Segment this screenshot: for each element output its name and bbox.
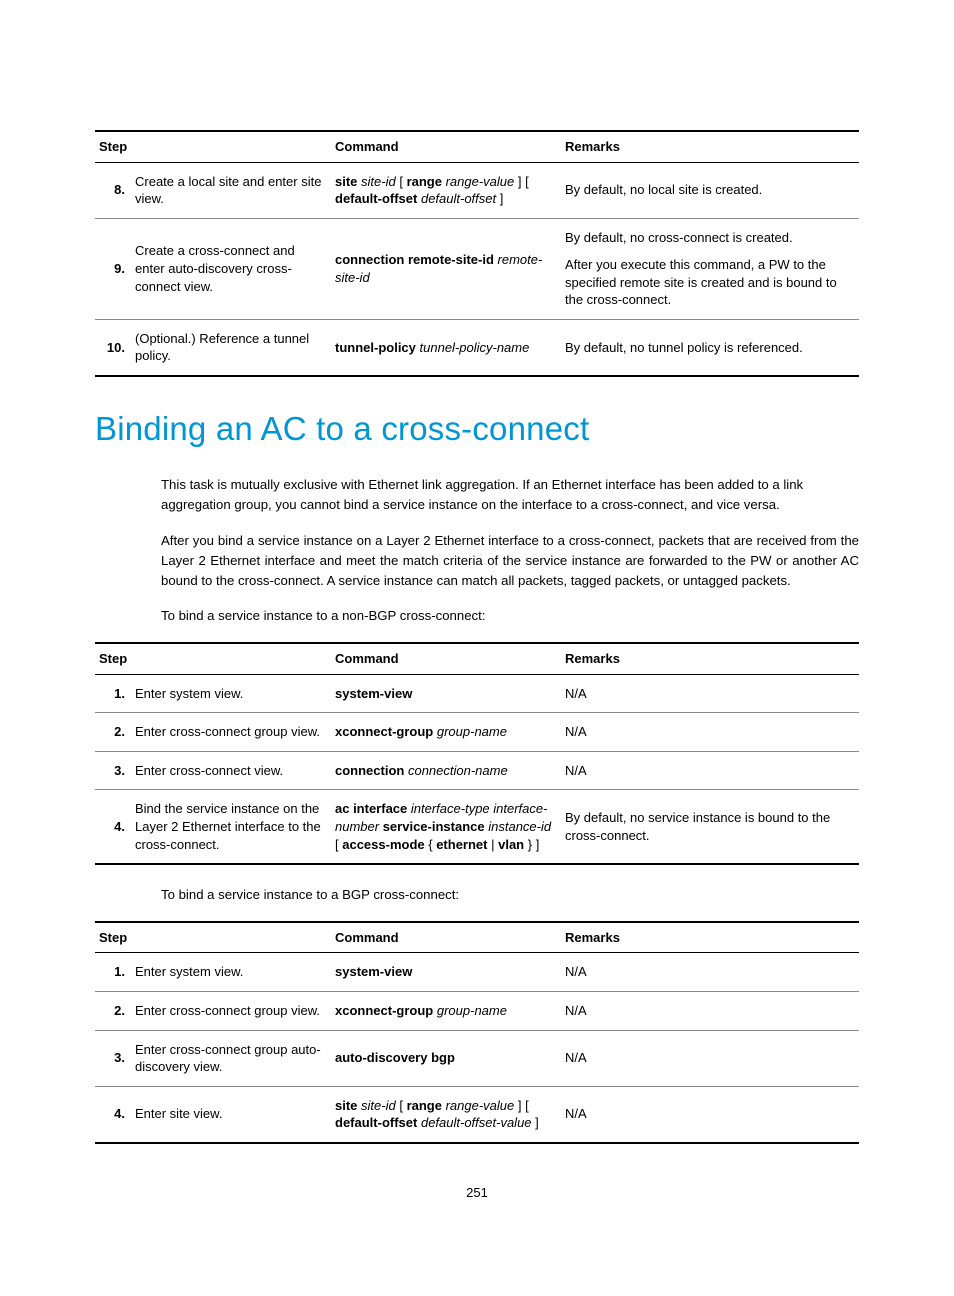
- step-description: (Optional.) Reference a tunnel policy.: [131, 319, 331, 376]
- table3-body: 1.Enter system view.system-viewN/A2.Ente…: [95, 953, 859, 1143]
- step-number: 3.: [95, 1030, 131, 1086]
- step-description: Enter site view.: [131, 1086, 331, 1143]
- paragraph-4: To bind a service instance to a BGP cros…: [161, 885, 859, 905]
- th-command: Command: [331, 131, 561, 162]
- step-remarks: N/A: [561, 991, 859, 1030]
- step-command: system-view: [331, 953, 561, 992]
- table-row: 10.(Optional.) Reference a tunnel policy…: [95, 319, 859, 376]
- step-description: Enter system view.: [131, 953, 331, 992]
- step-command: xconnect-group group-name: [331, 713, 561, 752]
- config-table-top: Step Command Remarks 8.Create a local si…: [95, 130, 859, 377]
- step-remarks: By default, no local site is created.: [561, 162, 859, 218]
- table1-body: 8.Create a local site and enter site vie…: [95, 162, 859, 376]
- step-description: Create a local site and enter site view.: [131, 162, 331, 218]
- step-remarks: N/A: [561, 1086, 859, 1143]
- table-row: 2.Enter cross-connect group view.xconnec…: [95, 991, 859, 1030]
- table-row: 2.Enter cross-connect group view.xconnec…: [95, 713, 859, 752]
- step-remarks: N/A: [561, 953, 859, 992]
- paragraph-3: To bind a service instance to a non-BGP …: [161, 606, 859, 626]
- step-number: 10.: [95, 319, 131, 376]
- table-row: 8.Create a local site and enter site vie…: [95, 162, 859, 218]
- step-remarks: By default, no cross-connect is created.…: [561, 218, 859, 319]
- config-table-nonbgp: Step Command Remarks 1.Enter system view…: [95, 642, 859, 865]
- paragraph-2: After you bind a service instance on a L…: [161, 531, 859, 590]
- step-number: 3.: [95, 751, 131, 790]
- step-command: system-view: [331, 674, 561, 713]
- step-remarks: N/A: [561, 674, 859, 713]
- table-row: 3.Enter cross-connect group auto-discove…: [95, 1030, 859, 1086]
- th-command: Command: [331, 643, 561, 674]
- step-command: site site-id [ range range-value ] [ def…: [331, 1086, 561, 1143]
- step-description: Bind the service instance on the Layer 2…: [131, 790, 331, 864]
- step-command: ac interface interface-type interface-nu…: [331, 790, 561, 864]
- table-row: 1.Enter system view.system-viewN/A: [95, 674, 859, 713]
- table-row: 9.Create a cross-connect and enter auto-…: [95, 218, 859, 319]
- step-description: Enter cross-connect group view.: [131, 991, 331, 1030]
- paragraph-1: This task is mutually exclusive with Eth…: [161, 475, 859, 515]
- th-step: Step: [95, 922, 331, 953]
- th-remarks: Remarks: [561, 643, 859, 674]
- step-command: auto-discovery bgp: [331, 1030, 561, 1086]
- step-number: 2.: [95, 713, 131, 752]
- step-number: 4.: [95, 790, 131, 864]
- step-description: Enter cross-connect view.: [131, 751, 331, 790]
- step-description: Enter cross-connect group auto-discovery…: [131, 1030, 331, 1086]
- step-remarks: N/A: [561, 713, 859, 752]
- th-command: Command: [331, 922, 561, 953]
- th-step: Step: [95, 643, 331, 674]
- th-step: Step: [95, 131, 331, 162]
- step-command: tunnel-policy tunnel-policy-name: [331, 319, 561, 376]
- table-row: 4.Bind the service instance on the Layer…: [95, 790, 859, 864]
- step-description: Create a cross-connect and enter auto-di…: [131, 218, 331, 319]
- step-description: Enter system view.: [131, 674, 331, 713]
- step-number: 9.: [95, 218, 131, 319]
- section-heading: Binding an AC to a cross-connect: [95, 407, 859, 452]
- table-row: 3.Enter cross-connect view.connection co…: [95, 751, 859, 790]
- step-number: 8.: [95, 162, 131, 218]
- step-remarks: By default, no tunnel policy is referenc…: [561, 319, 859, 376]
- step-command: xconnect-group group-name: [331, 991, 561, 1030]
- step-number: 1.: [95, 953, 131, 992]
- page-number: 251: [95, 1184, 859, 1202]
- step-command: connection connection-name: [331, 751, 561, 790]
- step-command: connection remote-site-id remote-site-id: [331, 218, 561, 319]
- th-remarks: Remarks: [561, 131, 859, 162]
- step-remarks: N/A: [561, 1030, 859, 1086]
- step-command: site site-id [ range range-value ] [ def…: [331, 162, 561, 218]
- table2-body: 1.Enter system view.system-viewN/A2.Ente…: [95, 674, 859, 864]
- step-description: Enter cross-connect group view.: [131, 713, 331, 752]
- step-number: 1.: [95, 674, 131, 713]
- config-table-bgp: Step Command Remarks 1.Enter system view…: [95, 921, 859, 1144]
- step-remarks: By default, no service instance is bound…: [561, 790, 859, 864]
- th-remarks: Remarks: [561, 922, 859, 953]
- step-remarks: N/A: [561, 751, 859, 790]
- table-row: 1.Enter system view.system-viewN/A: [95, 953, 859, 992]
- step-number: 2.: [95, 991, 131, 1030]
- table-row: 4.Enter site view.site site-id [ range r…: [95, 1086, 859, 1143]
- step-number: 4.: [95, 1086, 131, 1143]
